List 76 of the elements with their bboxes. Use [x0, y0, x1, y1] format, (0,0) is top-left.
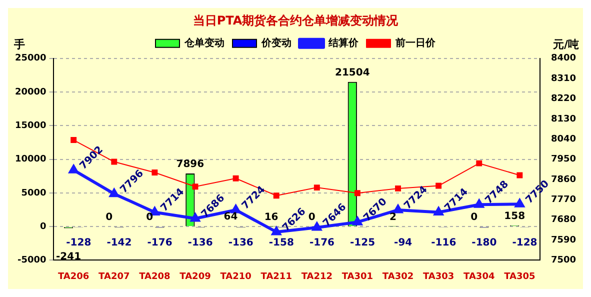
- point: [232, 175, 239, 182]
- data-label: -136: [188, 238, 213, 249]
- legend-label: 前一日价: [394, 36, 436, 49]
- data-label: 0: [146, 212, 154, 224]
- y2-tick-label: 7950: [550, 154, 576, 165]
- y-tick-label: -5000: [18, 256, 46, 266]
- y2-tick-label: 8400: [550, 54, 576, 64]
- point: [192, 184, 198, 190]
- data-label: -142: [106, 238, 132, 249]
- legend-label: 仓单变动: [184, 36, 224, 49]
- data-label: -128: [512, 238, 538, 249]
- y2-tick-label: 8040: [550, 134, 576, 144]
- data-label: 2: [389, 212, 396, 224]
- data-label: -136: [228, 238, 254, 249]
- x-tick-label: TA304: [464, 272, 495, 282]
- data-label: -241: [56, 252, 82, 263]
- data-label: 64: [224, 212, 238, 223]
- point: [70, 137, 77, 143]
- point: [312, 222, 322, 231]
- data-label: 0: [106, 212, 113, 224]
- x-tick-label: TA207: [98, 272, 130, 282]
- data-label: 21504: [334, 68, 370, 79]
- x-tick-label: TA212: [301, 272, 333, 282]
- data-label: -94: [394, 238, 412, 249]
- data-label: -176: [309, 238, 335, 249]
- chart-title: 当日PTA期货各合约仓单增减变动情况: [192, 13, 400, 28]
- point: [395, 185, 401, 192]
- y2-tick-label: 8310: [550, 74, 576, 84]
- point: [111, 158, 118, 165]
- x-tick-label: TA209: [180, 272, 211, 282]
- data-label: 7896: [176, 159, 204, 170]
- data-label: 16: [264, 212, 278, 224]
- legend-label: 结算价: [328, 36, 360, 49]
- y-axis-title: 手: [13, 38, 25, 51]
- x-tick-label: TA210: [220, 272, 252, 282]
- x-tick-label: TA208: [139, 272, 170, 282]
- y2-tick-label: 7680: [550, 215, 576, 226]
- y2-tick-label: 7590: [550, 235, 576, 246]
- y2-axis-title: 元/吨: [552, 38, 579, 51]
- data-label: -158: [268, 238, 294, 249]
- y-tick-label: 5000: [21, 188, 46, 198]
- x-tick-label: TA303: [422, 272, 454, 282]
- x-tick-label: TA305: [504, 272, 536, 282]
- data-label: -176: [147, 238, 172, 249]
- x-tick-label: TA301: [342, 272, 374, 282]
- y2-tick-label: 7500: [550, 256, 576, 266]
- legend-label: 价变动: [260, 36, 292, 49]
- y2-tick-label: 8130: [550, 114, 576, 124]
- y-tick-label: 0: [40, 222, 46, 232]
- point: [190, 213, 200, 222]
- data-label: 0: [308, 212, 316, 224]
- point: [314, 184, 320, 191]
- y2-tick-label: 8220: [550, 94, 576, 104]
- y-tick-label: 10000: [15, 154, 46, 165]
- point: [516, 172, 523, 178]
- data-label: -125: [350, 238, 376, 249]
- data-label: -180: [472, 238, 497, 249]
- x-tick-label: TA206: [58, 272, 90, 282]
- point: [436, 182, 442, 189]
- data-label: 158: [504, 211, 526, 222]
- point: [354, 190, 360, 196]
- point: [476, 160, 482, 166]
- point: [393, 204, 403, 214]
- point: [152, 170, 158, 176]
- y2-tick-label: 7770: [550, 195, 576, 206]
- data-label: 0: [470, 212, 478, 224]
- y2-tick-label: 7860: [550, 174, 576, 185]
- data-label: -116: [431, 238, 456, 249]
- x-tick-label: TA211: [260, 272, 292, 282]
- point: [272, 226, 281, 236]
- data-label: -128: [66, 238, 92, 249]
- y-tick-label: 25000: [15, 54, 46, 64]
- y-tick-label: 20000: [15, 87, 46, 98]
- x-tick-label: TA302: [382, 272, 414, 282]
- y-tick-label: 15000: [15, 121, 46, 132]
- point: [273, 192, 280, 199]
